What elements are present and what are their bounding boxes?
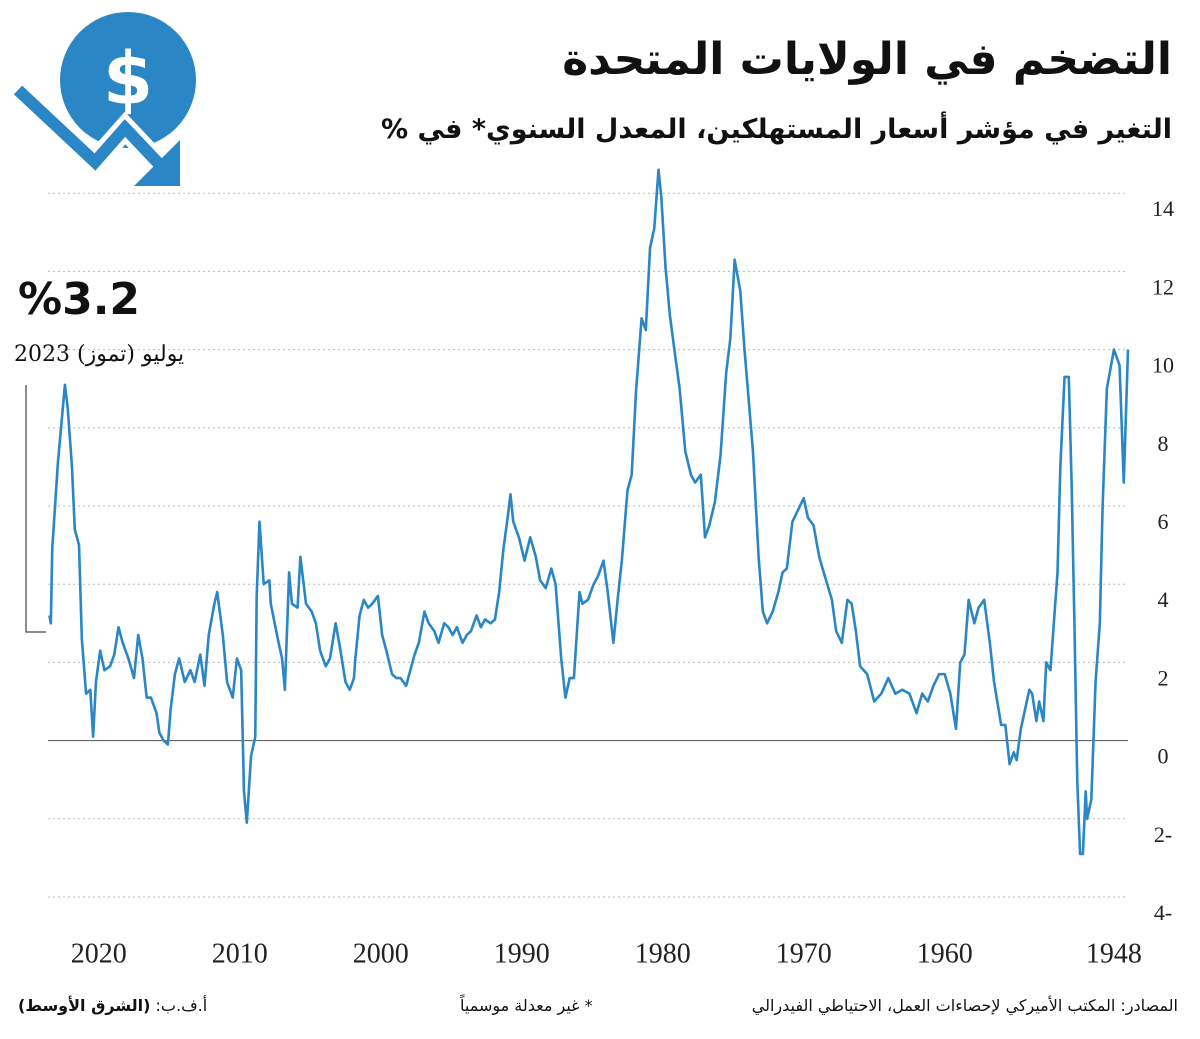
y-tick-label: 0 (1158, 744, 1169, 769)
icon-circle (60, 12, 196, 148)
y-tick-label: 8 (1158, 431, 1169, 456)
footer-note: * غير معدلة موسمياً (460, 996, 593, 1015)
outlet: (الشرق الأوسط) (18, 996, 151, 1015)
icon: $ (10, 12, 196, 186)
y-tick-label: 2- (1154, 822, 1172, 847)
y-tick-label: 12 (1152, 274, 1174, 299)
x-tick-label: 2020 (71, 938, 127, 969)
x-tick-label: 1990 (494, 938, 550, 969)
x-tick-label: 1980 (635, 938, 691, 969)
x-tick-label: 2010 (212, 938, 268, 969)
y-tick-label: 6 (1158, 509, 1169, 534)
annotation-bracket (25, 385, 46, 633)
annotation-value: %3.2 (18, 274, 141, 325)
x-tick-label: 1970 (776, 938, 832, 969)
annotation-date: يوليو (تموز) 2023 (14, 342, 185, 367)
icon-symbol: $ (103, 37, 153, 121)
chart-title: التضخم في الولايات المتحدة (562, 34, 1172, 85)
footer-credit: أ.ف.ب: (الشرق الأوسط) (18, 996, 207, 1015)
x-tick-label: 2000 (353, 938, 409, 969)
y-tick-label: 2 (1158, 665, 1169, 690)
y-tick-label: 14 (1152, 196, 1174, 221)
footer-sources: المصادر: المكتب الأميركي لإحصاءات العمل،… (751, 996, 1178, 1015)
x-tick-label: 1948 (1086, 938, 1142, 969)
chart-subtitle: التغير في مؤشر أسعار المستهلكين، المعدل … (381, 114, 1172, 145)
x-tick-label: 1960 (917, 938, 973, 969)
series-line (48, 168, 1130, 856)
y-tick-label: 4 (1158, 587, 1169, 612)
y-tick-label: 4- (1154, 900, 1172, 925)
icon-arrowhead (134, 140, 180, 186)
y-tick-label: 10 (1152, 353, 1174, 378)
icon-arrow (13, 85, 165, 171)
credit: أ.ف.ب: (155, 996, 208, 1015)
